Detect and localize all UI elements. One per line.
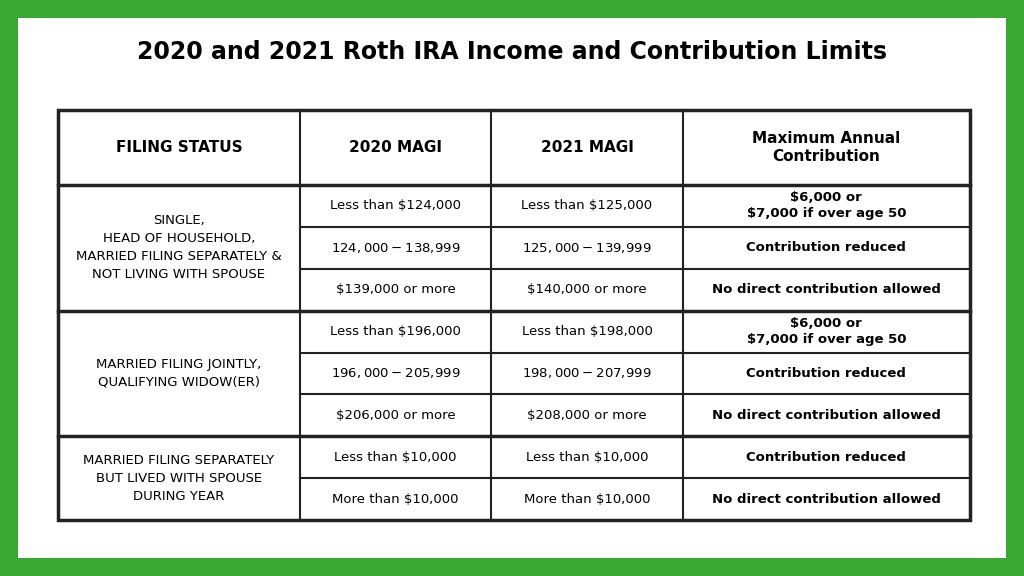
Bar bbox=[58, 110, 970, 520]
Text: $140,000 or more: $140,000 or more bbox=[527, 283, 647, 296]
Text: Contribution reduced: Contribution reduced bbox=[746, 241, 906, 255]
Text: Less than $10,000: Less than $10,000 bbox=[334, 450, 457, 464]
Text: SINGLE,
HEAD OF HOUSEHOLD,
MARRIED FILING SEPARATELY &
NOT LIVING WITH SPOUSE: SINGLE, HEAD OF HOUSEHOLD, MARRIED FILIN… bbox=[76, 214, 282, 281]
Text: $6,000 or
$7,000 if over age 50: $6,000 or $7,000 if over age 50 bbox=[746, 317, 906, 346]
Text: No direct contribution allowed: No direct contribution allowed bbox=[712, 409, 941, 422]
Text: Less than $124,000: Less than $124,000 bbox=[330, 199, 461, 213]
Text: $6,000 or
$7,000 if over age 50: $6,000 or $7,000 if over age 50 bbox=[746, 191, 906, 221]
Text: $124,000- $138,999: $124,000- $138,999 bbox=[331, 241, 460, 255]
Text: No direct contribution allowed: No direct contribution allowed bbox=[712, 283, 941, 296]
Text: MARRIED FILING SEPARATELY
BUT LIVED WITH SPOUSE
DURING YEAR: MARRIED FILING SEPARATELY BUT LIVED WITH… bbox=[83, 454, 274, 503]
Text: Contribution reduced: Contribution reduced bbox=[746, 450, 906, 464]
Text: $125,000- $139,999: $125,000- $139,999 bbox=[522, 241, 651, 255]
Text: $208,000 or more: $208,000 or more bbox=[527, 409, 647, 422]
Text: 2020 MAGI: 2020 MAGI bbox=[349, 140, 442, 155]
Text: 2020 and 2021 Roth IRA Income and Contribution Limits: 2020 and 2021 Roth IRA Income and Contri… bbox=[137, 40, 887, 64]
Text: $139,000 or more: $139,000 or more bbox=[336, 283, 456, 296]
Text: More than $10,000: More than $10,000 bbox=[332, 492, 459, 506]
Text: Less than $125,000: Less than $125,000 bbox=[521, 199, 652, 213]
Text: $198,000- $207,999: $198,000- $207,999 bbox=[522, 366, 651, 380]
Text: More than $10,000: More than $10,000 bbox=[523, 492, 650, 506]
Text: $206,000 or more: $206,000 or more bbox=[336, 409, 456, 422]
Text: MARRIED FILING JOINTLY,
QUALIFYING WIDOW(ER): MARRIED FILING JOINTLY, QUALIFYING WIDOW… bbox=[96, 358, 261, 389]
Text: Less than $196,000: Less than $196,000 bbox=[330, 325, 461, 338]
Text: $196,000- $205,999: $196,000- $205,999 bbox=[331, 366, 460, 380]
Text: Less than $10,000: Less than $10,000 bbox=[525, 450, 648, 464]
Text: FILING STATUS: FILING STATUS bbox=[116, 140, 242, 155]
Text: Maximum Annual
Contribution: Maximum Annual Contribution bbox=[753, 131, 900, 164]
Text: Less than $198,000: Less than $198,000 bbox=[521, 325, 652, 338]
Text: No direct contribution allowed: No direct contribution allowed bbox=[712, 492, 941, 506]
Text: 2021 MAGI: 2021 MAGI bbox=[541, 140, 634, 155]
Text: Contribution reduced: Contribution reduced bbox=[746, 367, 906, 380]
